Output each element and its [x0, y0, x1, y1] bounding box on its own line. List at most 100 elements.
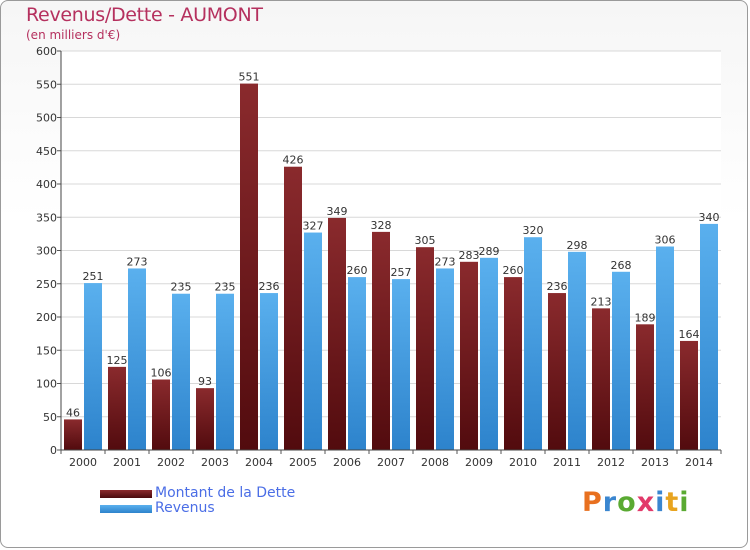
- data-label-debt: 213: [591, 295, 612, 308]
- data-label-debt: 106: [151, 367, 172, 380]
- bar-revenus: [700, 223, 718, 450]
- data-label-revenus: 273: [127, 255, 148, 268]
- y-tick-label: 300: [36, 245, 57, 258]
- bar-debt: [460, 261, 478, 450]
- legend-swatch-debt: [100, 490, 152, 498]
- bar-revenus: [216, 293, 234, 450]
- data-label-debt: 46: [66, 406, 80, 419]
- data-label-revenus: 320: [523, 224, 544, 237]
- data-label-debt: 551: [239, 71, 260, 84]
- y-tick-label: 400: [36, 178, 57, 191]
- bar-debt: [284, 166, 302, 450]
- legend-swatch-revenus: [100, 505, 152, 513]
- logo-letter: o: [617, 487, 637, 518]
- data-label-revenus: 260: [347, 264, 368, 277]
- x-tick-label: 2002: [157, 456, 185, 469]
- bar-debt: [416, 247, 434, 450]
- bar-revenus: [84, 283, 102, 450]
- y-tick-label: 600: [36, 45, 57, 58]
- bar-debt: [328, 217, 346, 450]
- data-label-revenus: 289: [479, 245, 500, 258]
- data-label-debt: 328: [371, 219, 392, 232]
- x-tick-label: 2011: [553, 456, 581, 469]
- bar-revenus: [392, 279, 410, 450]
- bar-revenus: [568, 251, 586, 450]
- bar-debt: [372, 231, 390, 450]
- y-tick-label: 500: [36, 112, 57, 125]
- x-tick-label: 2005: [289, 456, 317, 469]
- y-tick-label: 350: [36, 211, 57, 224]
- y-tick-label: 100: [36, 378, 57, 391]
- data-label-revenus: 236: [259, 280, 280, 293]
- bar-revenus: [656, 246, 674, 450]
- chart-subtitle: (en milliers d'€): [26, 28, 121, 42]
- data-label-debt: 164: [679, 328, 700, 341]
- data-label-debt: 305: [415, 234, 436, 247]
- x-tick-label: 2014: [685, 456, 713, 469]
- x-tick-label: 2010: [509, 456, 537, 469]
- logo-letter: r: [602, 487, 618, 518]
- x-tick-label: 2004: [245, 456, 273, 469]
- x-tick-label: 2012: [597, 456, 625, 469]
- logo-letter: x: [636, 487, 656, 518]
- bar-debt: [504, 277, 522, 450]
- bar-debt: [64, 419, 82, 450]
- bar-debt: [240, 83, 258, 451]
- bar-revenus: [128, 268, 146, 450]
- x-tick-label: 2008: [421, 456, 449, 469]
- bar-debt: [108, 366, 126, 450]
- y-tick-label: 150: [36, 344, 57, 357]
- x-tick-label: 2000: [69, 456, 97, 469]
- bar-debt: [636, 324, 654, 450]
- y-tick-label: 50: [43, 411, 57, 424]
- legend-label-debt: Montant de la Dette: [155, 485, 296, 501]
- bar-revenus: [260, 293, 278, 450]
- proxiti-logo: Proxiti: [582, 487, 690, 518]
- bar-revenus: [480, 257, 498, 450]
- data-label-debt: 283: [459, 249, 480, 262]
- x-tick-label: 2009: [465, 456, 493, 469]
- data-label-debt: 125: [107, 354, 128, 367]
- bar-debt: [548, 293, 566, 450]
- data-label-revenus: 298: [567, 239, 588, 252]
- legend-label-revenus: Revenus: [155, 500, 215, 516]
- data-label-debt: 189: [635, 311, 656, 324]
- bar-revenus: [524, 237, 542, 450]
- x-tick-label: 2013: [641, 456, 669, 469]
- bar-debt: [592, 308, 610, 450]
- bar-revenus: [348, 277, 366, 450]
- y-tick-label: 450: [36, 145, 57, 158]
- logo-letter: i: [679, 487, 690, 518]
- bar-debt: [152, 379, 170, 450]
- data-label-revenus: 257: [391, 266, 412, 279]
- x-tick-label: 2006: [333, 456, 361, 469]
- bar-revenus: [304, 232, 322, 450]
- data-label-revenus: 327: [303, 220, 324, 233]
- data-label-revenus: 340: [699, 211, 720, 224]
- y-tick-label: 200: [36, 311, 57, 324]
- x-tick-label: 2001: [113, 456, 141, 469]
- y-tick-label: 550: [36, 78, 57, 91]
- data-label-revenus: 235: [215, 281, 236, 294]
- bar-revenus: [172, 293, 190, 450]
- data-label-revenus: 306: [655, 234, 676, 247]
- chart-title: Revenus/Dette - AUMONT: [26, 4, 263, 26]
- bar-revenus: [436, 268, 454, 450]
- logo-letter: i: [655, 487, 666, 518]
- bar-debt: [196, 388, 214, 450]
- data-label-revenus: 251: [83, 270, 104, 283]
- logo-letter: P: [582, 487, 603, 518]
- bar-revenus: [612, 271, 630, 450]
- y-tick-label: 250: [36, 278, 57, 291]
- bar-debt: [680, 340, 698, 450]
- data-label-debt: 426: [283, 154, 304, 167]
- data-label-debt: 349: [327, 205, 348, 218]
- data-label-revenus: 235: [171, 281, 192, 294]
- data-label-revenus: 273: [435, 255, 456, 268]
- data-label-debt: 236: [547, 280, 568, 293]
- data-label-debt: 260: [503, 264, 524, 277]
- logo-letter: t: [665, 487, 680, 518]
- data-label-revenus: 268: [611, 259, 632, 272]
- y-tick-label: 0: [50, 444, 57, 457]
- data-label-debt: 93: [198, 375, 212, 388]
